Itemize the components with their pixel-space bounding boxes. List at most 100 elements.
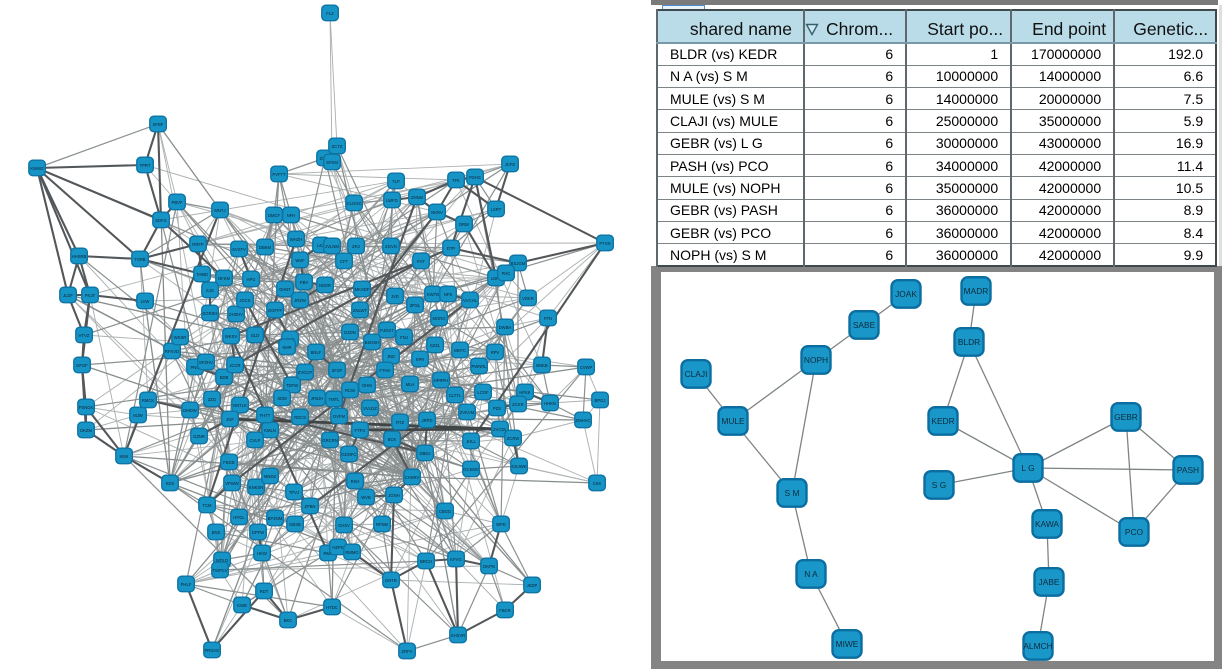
svg-text:HPG: HPG [246,277,255,282]
svg-text:MLH: MLH [406,382,415,387]
svg-text:DMDW: DMDW [183,408,197,413]
svg-text:CLAJI: CLAJI [685,369,708,379]
svg-text:DHM: DHM [362,383,372,388]
svg-text:SHSVR: SHSVR [451,633,465,638]
svg-text:RMF: RMF [323,551,333,556]
svg-text:SDM: SDM [277,396,287,401]
svg-text:LVW: LVW [141,299,150,304]
svg-text:PNJT: PNJT [85,293,96,298]
svg-text:PNG: PNG [190,365,199,370]
svg-text:SFKM: SFKM [326,160,338,165]
svg-text:BPJMM: BPJMM [268,516,283,521]
svg-text:KWWZ: KWWZ [30,166,44,171]
svg-text:DWBH: DWBH [499,325,512,330]
svg-text:L G: L G [1021,463,1034,473]
svg-text:DPFW: DPFW [252,530,264,535]
svg-text:MGRG: MGRG [432,316,445,321]
svg-text:LKZ: LKZ [317,243,325,248]
svg-text:BSHSH: BSHSH [365,340,379,345]
svg-text:FHT: FHT [417,259,426,264]
svg-text:JCCR: JCCR [229,363,240,368]
svg-text:CLTTL: CLTTL [449,393,462,398]
svg-text:RTZ: RTZ [396,420,405,425]
svg-text:JLDF: JLDF [63,293,73,298]
svg-text:ZHZHV: ZHZHV [229,312,243,317]
svg-text:ZMHVC: ZMHVC [576,418,591,423]
svg-text:ZPBN: ZPBN [304,504,315,509]
svg-text:JGF: JGF [226,417,234,422]
svg-text:CFT: CFT [340,259,349,264]
svg-text:LCGF: LCGF [477,390,489,395]
svg-text:LSRT: LSRT [491,207,502,212]
svg-text:KWB: KWB [237,603,247,608]
svg-text:BNLF: BNLF [311,350,322,355]
svg-text:NFS: NFS [444,292,453,297]
svg-text:ZCKR: ZCKR [512,402,523,407]
svg-text:HZPK: HZPK [332,545,343,550]
svg-text:PSNGK: PSNGK [79,405,94,410]
svg-text:RDT: RDT [260,589,269,594]
svg-text:ZRJ: ZRJ [352,244,360,249]
svg-text:HKW: HKW [257,551,267,556]
svg-text:LWFG: LWFG [386,198,398,203]
svg-text:SGRSH: SGRSH [203,311,218,316]
svg-text:JNG: JNG [387,354,395,359]
svg-text:ZVCDL: ZVCDL [493,427,507,432]
svg-text:SPZHV: SPZHV [199,360,213,365]
svg-text:TFK: TFK [452,178,460,183]
svg-text:THMD: THMD [196,272,208,277]
svg-text:FHTT: FHTT [260,413,271,418]
svg-text:GBSB: GBSB [289,522,301,527]
svg-text:DTP: DTP [447,246,456,251]
svg-text:MADR: MADR [964,286,989,296]
svg-text:GGFFF: GGFFF [268,308,283,313]
svg-text:MKSDF: MKSDF [355,287,370,292]
svg-text:GRCRN: GRCRN [322,438,337,443]
svg-text:RMCK: RMCK [142,398,155,403]
svg-text:CKK: CKK [593,481,602,486]
svg-text:CVWP: CVWP [580,365,593,370]
svg-text:S G: S G [932,480,946,490]
svg-text:WVB: WVB [361,495,371,500]
svg-text:BNS: BNS [212,530,221,535]
svg-text:RFNM: RFNM [376,522,389,527]
svg-text:TPRT: TPRT [140,163,151,168]
svg-text:TLP: TLP [392,179,400,184]
svg-text:GCKMV: GCKMV [463,467,479,472]
svg-text:FLZ: FLZ [326,11,334,16]
svg-text:WDLD: WDLD [216,558,228,563]
svg-text:SFZP: SFZP [332,368,343,373]
svg-text:SJG: SJG [206,288,214,293]
svg-text:WSSR: WSSR [174,335,187,340]
svg-text:TMTL: TMTL [329,397,341,402]
svg-text:VDKR: VDKR [522,296,534,301]
svg-text:BLDR: BLDR [958,337,980,347]
svg-text:MIWE: MIWE [836,639,859,649]
svg-text:PRGHC: PRGHC [204,648,219,653]
svg-text:NKRV: NKRV [431,210,443,215]
svg-text:JGNH: JGNH [388,493,399,498]
svg-text:PJGST: PJGST [380,328,394,333]
svg-text:SABE: SABE [853,320,876,330]
svg-text:GSJWK: GSJWK [512,464,527,469]
svg-text:PBV: PBV [300,280,309,285]
svg-text:BNKB: BNKB [536,363,548,368]
svg-text:KNKSN: KNKSN [249,485,263,490]
svg-text:JRZW: JRZW [294,298,306,303]
svg-text:JGCS: JGCS [239,298,250,303]
svg-text:NFH: NFH [287,213,296,218]
svg-text:SDFG: SDFG [155,218,167,223]
svg-text:GDNFC: GDNFC [342,452,357,457]
svg-text:PSHG: PSHG [469,175,481,180]
svg-text:JVLNM: JVLNM [325,244,339,249]
svg-text:NNTLK: NNTLK [233,403,247,408]
svg-text:SVSTV: SVSTV [232,247,246,252]
svg-text:JOAK: JOAK [895,289,917,299]
svg-text:JHLL: JHLL [466,439,476,444]
svg-text:DNTB: DNTB [385,578,397,583]
svg-text:NOPH: NOPH [804,355,828,365]
svg-text:RDCS: RDCS [294,415,306,420]
svg-text:FTFG: FTFG [355,428,366,433]
svg-text:PCO: PCO [1125,527,1144,537]
svg-text:NHR: NHR [282,345,291,350]
